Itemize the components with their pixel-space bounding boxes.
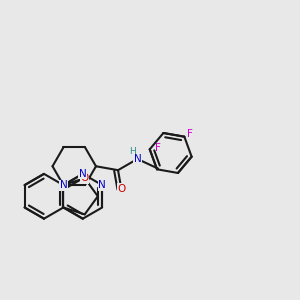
Text: F: F [155, 143, 161, 153]
Text: N: N [134, 154, 141, 164]
Text: N: N [79, 169, 87, 179]
Text: O: O [81, 173, 89, 183]
Text: N: N [59, 180, 67, 190]
Text: O: O [117, 184, 125, 194]
Text: H: H [130, 147, 136, 156]
Text: N: N [98, 180, 106, 190]
Text: F: F [188, 129, 193, 139]
